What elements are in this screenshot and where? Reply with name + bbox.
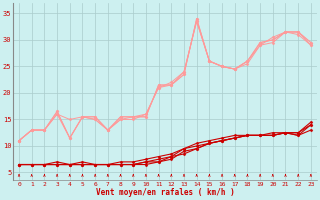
X-axis label: Vent moyen/en rafales ( km/h ): Vent moyen/en rafales ( km/h ): [96, 188, 234, 197]
